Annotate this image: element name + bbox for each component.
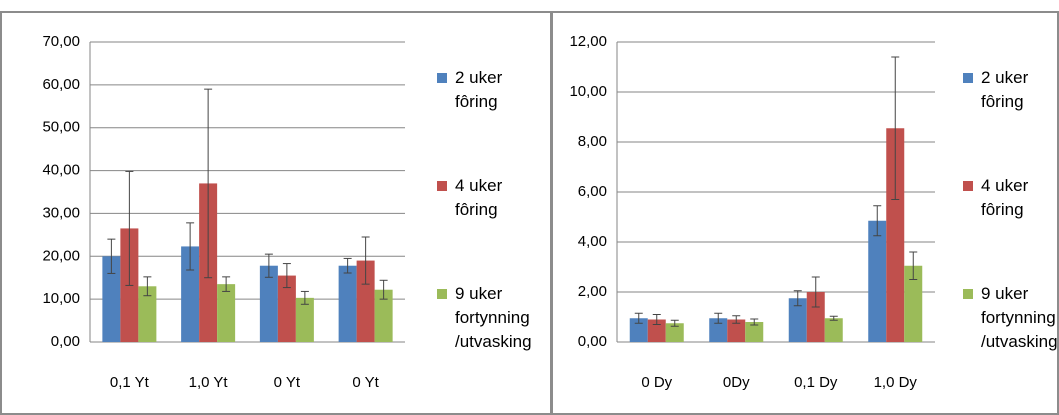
x-tick-label: 1,0 Yt [189, 374, 229, 391]
bar [647, 319, 666, 342]
legend-item: 9 uker fortynning /utvasking [963, 282, 1059, 354]
y-tick-label: 40,00 [42, 162, 80, 179]
legend-item: 4 uker fôring [963, 174, 1059, 222]
bar [788, 298, 807, 342]
bar [277, 275, 296, 342]
bar [886, 128, 905, 342]
legend-swatch [963, 73, 973, 83]
y-tick-label: 20,00 [42, 247, 80, 264]
bar [868, 220, 887, 342]
bar [181, 246, 200, 342]
x-tick-label: 0 Yt [352, 374, 379, 391]
bar [138, 286, 157, 342]
legend-item: 2 uker fôring [437, 66, 537, 114]
y-tick-label: 50,00 [42, 119, 80, 136]
x-tick-label: 0,1 Yt [110, 374, 150, 391]
x-tick-label: 0 Yt [274, 374, 301, 391]
legend-swatch [963, 289, 973, 299]
legend-swatch [963, 181, 973, 191]
bar [259, 265, 278, 342]
bar [102, 256, 121, 342]
y-tick-label: 0,00 [578, 333, 607, 350]
y-tick-label: 4,00 [578, 233, 607, 250]
y-tick-label: 10,00 [42, 290, 80, 307]
bar [806, 292, 825, 342]
x-tick-label: 0Dy [723, 374, 750, 391]
bar [374, 289, 393, 342]
x-tick-label: 1,0 Dy [874, 374, 918, 391]
legend-swatch [437, 181, 447, 191]
bar [745, 322, 764, 342]
y-tick-label: 8,00 [578, 133, 607, 150]
y-tick-label: 0,00 [51, 333, 80, 350]
bar [217, 284, 236, 342]
legend-item: 4 uker fôring [437, 174, 537, 222]
bar [665, 323, 684, 342]
bar [904, 265, 923, 342]
legend-swatch [437, 289, 447, 299]
y-tick-label: 12,00 [569, 33, 607, 50]
y-tick-label: 10,00 [569, 83, 607, 100]
y-tick-label: 2,00 [578, 283, 607, 300]
y-tick-label: 70,00 [42, 33, 80, 50]
x-tick-label: 0,1 Dy [794, 374, 838, 391]
bar [629, 318, 648, 342]
bar [824, 318, 843, 342]
legend-swatch [437, 73, 447, 83]
y-tick-label: 6,00 [578, 183, 607, 200]
bar [356, 260, 375, 342]
y-tick-label: 30,00 [42, 204, 80, 221]
legend-item: 2 uker fôring [963, 66, 1059, 114]
bar [727, 319, 746, 342]
bar [338, 265, 357, 342]
legend-item: 9 uker fortynning /utvasking [437, 282, 537, 354]
panel-frame [551, 11, 1059, 415]
bar [295, 297, 314, 342]
x-tick-label: 0 Dy [641, 374, 672, 391]
y-tick-label: 60,00 [42, 76, 80, 93]
bar [709, 318, 728, 342]
